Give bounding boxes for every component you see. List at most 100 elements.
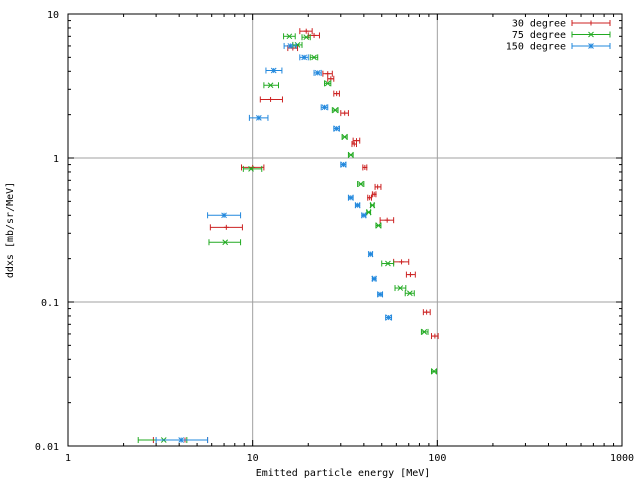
point-marker <box>340 161 347 168</box>
point-marker <box>178 437 185 443</box>
point-marker <box>385 260 391 267</box>
data-series <box>137 28 439 444</box>
data-point <box>431 368 438 375</box>
point-marker <box>385 314 392 321</box>
data-point <box>405 271 416 278</box>
point-marker <box>407 272 413 278</box>
data-point <box>371 191 377 198</box>
legend-entry: 30 degree <box>512 19 611 30</box>
data-point <box>385 314 393 321</box>
data-point <box>352 137 361 144</box>
data-point <box>340 110 349 117</box>
point-marker <box>367 195 373 201</box>
data-point <box>320 104 329 111</box>
data-point <box>404 290 415 297</box>
y-tick-label: 0.1 <box>41 298 59 309</box>
point-marker <box>399 259 405 265</box>
point-marker <box>324 80 331 87</box>
x-tick-label: 10 <box>247 453 259 464</box>
point-marker <box>287 43 294 49</box>
point-marker <box>334 91 340 97</box>
point-marker <box>351 141 357 147</box>
point-marker <box>221 212 227 219</box>
point-marker <box>384 217 390 223</box>
data-point <box>369 202 376 209</box>
data-point <box>283 42 297 49</box>
point-marker <box>421 329 428 335</box>
point-marker <box>332 107 339 113</box>
point-marker <box>286 33 293 40</box>
plot-frame <box>67 13 623 447</box>
data-point <box>420 328 429 335</box>
legend-label: 30 degree <box>512 19 566 30</box>
series-150-degree <box>155 42 393 444</box>
point-marker <box>432 333 438 339</box>
axes: 1 10 100 1000 0.01 0.1 1 10 <box>35 10 634 464</box>
data-point <box>357 180 365 187</box>
legend-marker <box>588 43 594 49</box>
series-30-degree <box>152 28 439 444</box>
legend-label: 75 degree <box>512 30 566 41</box>
data-point <box>333 125 340 132</box>
point-marker <box>267 82 274 89</box>
grid <box>68 14 622 446</box>
y-tick-label: 0.01 <box>35 442 59 453</box>
data-point <box>341 133 348 140</box>
point-marker <box>371 275 378 282</box>
data-point <box>381 260 395 267</box>
data-point <box>347 151 354 158</box>
data-point <box>242 165 263 172</box>
data-point <box>422 309 431 316</box>
point-marker <box>321 104 328 111</box>
legend-marker <box>588 20 594 26</box>
point-marker <box>270 67 277 74</box>
data-point <box>371 275 378 282</box>
data-point <box>155 437 209 444</box>
y-tick-label: 1 <box>53 154 59 165</box>
x-axis-title: Emitted particle energy [MeV] <box>256 468 431 479</box>
point-marker <box>268 96 274 102</box>
point-marker <box>371 191 377 197</box>
point-marker <box>357 181 364 187</box>
point-marker <box>303 34 310 41</box>
point-marker <box>354 202 361 209</box>
point-marker <box>248 166 254 172</box>
data-point <box>379 217 395 224</box>
data-point <box>351 141 358 148</box>
point-marker <box>407 290 413 297</box>
data-point <box>207 212 242 219</box>
data-point <box>265 67 283 74</box>
legend-marker <box>588 31 594 38</box>
data-point <box>283 33 296 40</box>
data-point <box>377 291 384 298</box>
data-point <box>327 75 335 82</box>
point-marker <box>347 194 354 201</box>
data-point <box>374 183 382 190</box>
point-marker <box>375 184 381 190</box>
point-marker <box>375 222 382 229</box>
data-point <box>394 285 407 292</box>
point-marker <box>424 309 430 315</box>
data-point <box>299 28 313 35</box>
data-point <box>331 107 339 114</box>
data-point <box>301 34 311 41</box>
y-tick-label: 10 <box>47 10 59 21</box>
data-point <box>208 239 242 246</box>
data-point <box>367 194 373 201</box>
data-point <box>259 96 283 103</box>
point-marker <box>431 368 437 375</box>
point-marker <box>333 125 340 132</box>
point-marker <box>255 115 262 121</box>
data-point <box>313 69 322 76</box>
point-marker <box>377 291 383 298</box>
x-tick-label: 100 <box>428 453 446 464</box>
data-point <box>431 333 439 340</box>
point-marker <box>311 32 317 38</box>
data-point <box>347 194 354 201</box>
point-marker <box>362 164 368 170</box>
data-point <box>340 161 347 168</box>
legend-entry: 75 degree <box>512 30 611 41</box>
